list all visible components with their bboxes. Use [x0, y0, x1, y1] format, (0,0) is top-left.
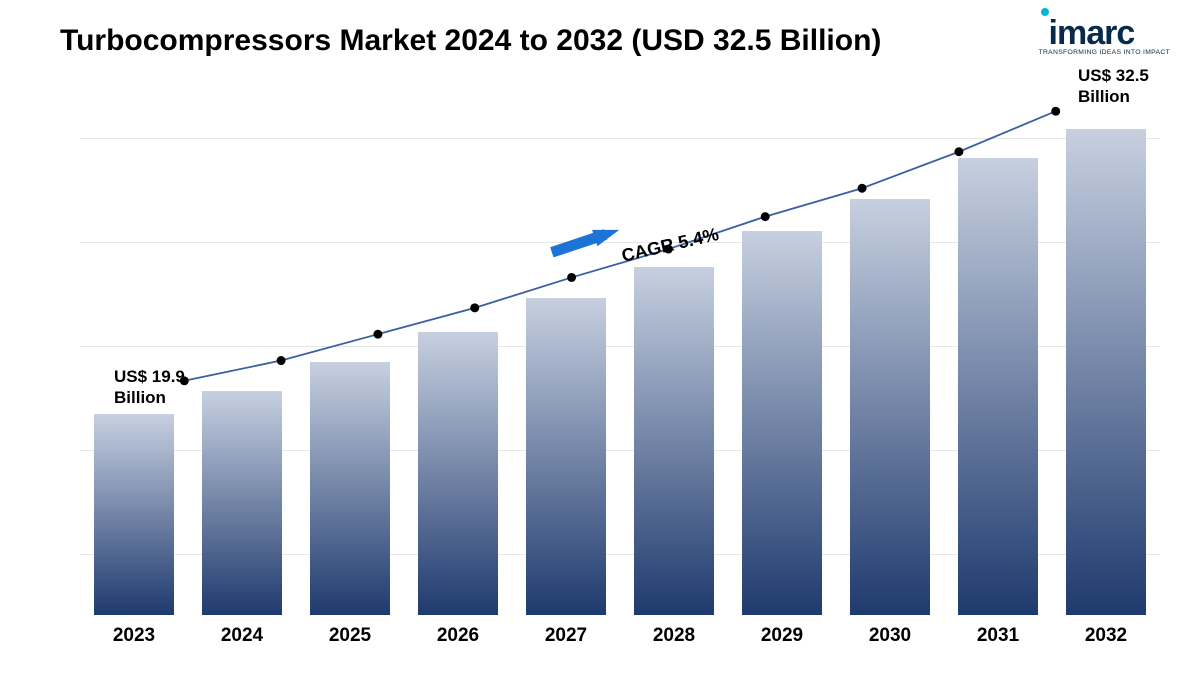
x-axis-label: 2030 [869, 625, 911, 647]
data-marker [373, 330, 382, 339]
logo-dot-icon [1041, 8, 1049, 16]
data-marker [277, 356, 286, 365]
end-value-callout: US$ 32.5Billion [1078, 65, 1149, 108]
data-marker [761, 212, 770, 221]
data-marker [858, 184, 867, 193]
x-axis-label: 2026 [437, 625, 479, 647]
data-marker [470, 303, 479, 312]
x-axis-label: 2028 [653, 625, 695, 647]
data-marker [1051, 107, 1060, 116]
x-axis-label: 2024 [221, 625, 263, 647]
x-axis-label: 2029 [761, 625, 803, 647]
data-marker [954, 147, 963, 156]
market-chart: 2023202420252026202720282029203020312032… [80, 95, 1160, 615]
arrow-icon [552, 230, 619, 252]
logo-tagline: TRANSFORMING IDEAS INTO IMPACT [1039, 49, 1170, 56]
chart-title: Turbocompressors Market 2024 to 2032 (US… [60, 24, 881, 58]
x-axis-label: 2025 [329, 625, 371, 647]
brand-logo: imarc TRANSFORMING IDEAS INTO IMPACT [1039, 14, 1170, 56]
x-axis-label: 2027 [545, 625, 587, 647]
x-axis-label: 2023 [113, 625, 155, 647]
line-layer [80, 95, 1160, 615]
x-axis-label: 2031 [977, 625, 1019, 647]
data-marker [567, 273, 576, 282]
x-axis-label: 2032 [1085, 625, 1127, 647]
logo-text: imarc [1049, 14, 1135, 53]
start-value-callout: US$ 19.9Billion [114, 366, 185, 409]
